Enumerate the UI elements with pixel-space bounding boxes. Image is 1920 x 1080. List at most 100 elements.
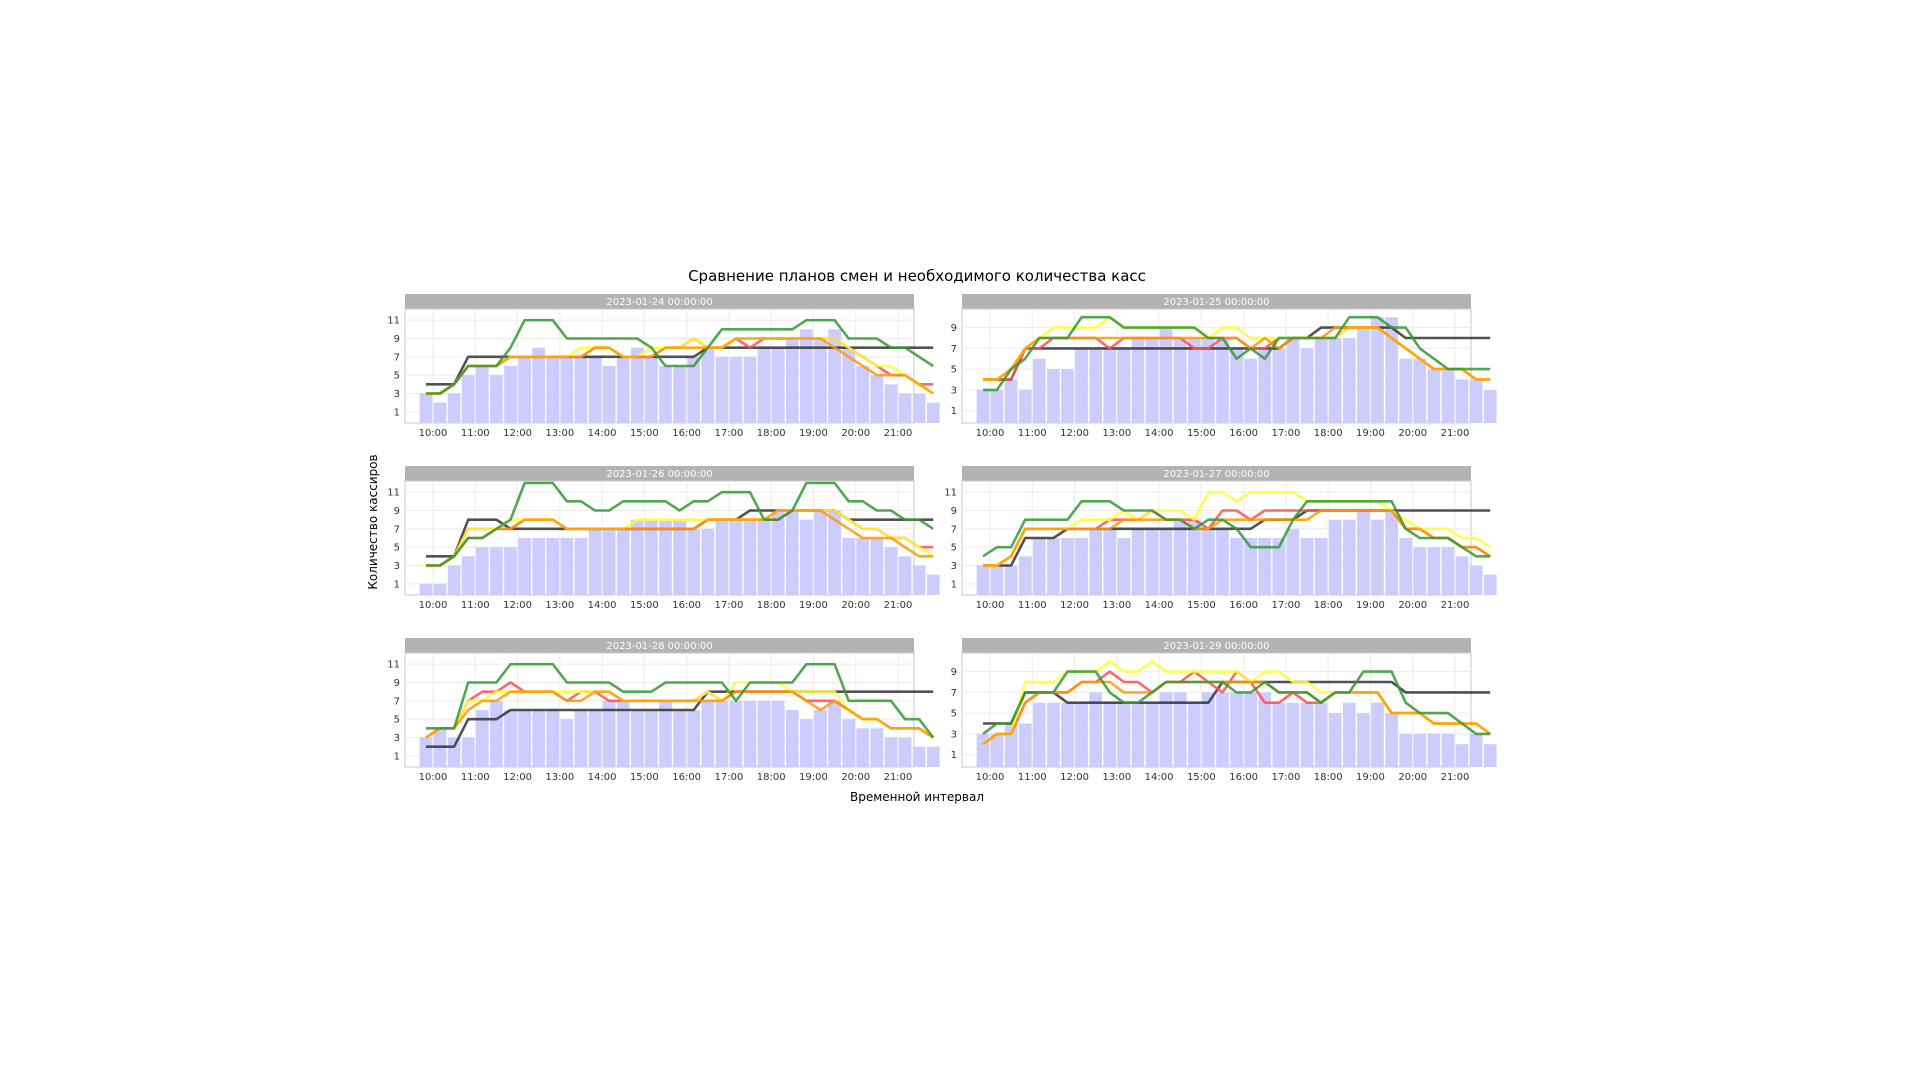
x-tick-label: 10:00: [976, 600, 1005, 611]
demand-bar: [800, 519, 813, 595]
demand-bar: [1061, 538, 1074, 595]
demand-bar: [828, 329, 841, 423]
demand-bar: [1187, 519, 1201, 595]
x-tick-label: 14:00: [1145, 428, 1174, 439]
x-tick-label: 20:00: [841, 772, 870, 783]
demand-bar: [560, 538, 574, 595]
demand-bar: [1145, 702, 1159, 767]
demand-bar: [1385, 317, 1398, 423]
x-tick-label: 21:00: [1441, 772, 1470, 783]
demand-bar: [1413, 733, 1427, 767]
demand-bar: [1230, 692, 1243, 767]
figure-title: Сравнение планов смен и необходимого кол…: [688, 267, 1146, 285]
y-tick-label: 3: [951, 561, 957, 572]
y-tick-label: 1: [394, 407, 400, 418]
demand-bar: [1314, 702, 1328, 767]
x-tick-label: 12:00: [503, 428, 532, 439]
demand-bar: [447, 393, 461, 423]
demand-bar: [990, 565, 1004, 595]
demand-bar: [504, 547, 517, 595]
panel-strip: [962, 294, 1471, 309]
demand-bar: [1300, 538, 1314, 595]
x-tick-label: 15:00: [1187, 600, 1216, 611]
demand-bar: [673, 710, 686, 767]
x-tick-label: 12:00: [503, 600, 532, 611]
demand-bar: [574, 538, 588, 595]
series-line-plan-4: [426, 509, 934, 567]
x-tick-label: 10:00: [419, 600, 448, 611]
series-line-plan-5: [426, 481, 934, 567]
y-tick-label: 11: [387, 488, 400, 499]
demand-bar: [1258, 692, 1272, 767]
demand-bar: [687, 356, 701, 423]
demand-bar: [475, 547, 489, 595]
y-tick-label: 1: [951, 579, 957, 590]
series-line-plan-5: [983, 315, 1491, 392]
y-tick-label: 3: [394, 389, 400, 400]
x-tick-label: 17:00: [1271, 772, 1300, 783]
demand-bar: [785, 338, 799, 423]
x-tick-label: 19:00: [799, 428, 828, 439]
demand-bar: [1342, 702, 1356, 767]
y-tick-label: 3: [951, 385, 957, 396]
y-tick-label: 5: [394, 543, 400, 554]
x-tick-label: 11:00: [1018, 428, 1047, 439]
demand-bar: [1371, 317, 1384, 423]
x-tick-label: 17:00: [714, 772, 743, 783]
x-tick-label: 15:00: [630, 428, 659, 439]
demand-bar: [743, 356, 757, 423]
demand-bar: [771, 700, 785, 767]
demand-bar: [1258, 538, 1272, 595]
demand-bar: [687, 710, 701, 767]
panel-strip: [962, 466, 1471, 481]
demand-bar: [1469, 733, 1483, 767]
y-tick-label: 7: [951, 524, 957, 535]
demand-bar: [1413, 547, 1427, 595]
demand-bar: [1216, 528, 1229, 595]
demand-bar: [743, 700, 757, 767]
y-tick-label: 9: [951, 506, 957, 517]
demand-bar: [1328, 519, 1342, 595]
x-tick-label: 15:00: [630, 772, 659, 783]
x-tick-label: 17:00: [1271, 428, 1300, 439]
x-tick-label: 13:00: [1102, 600, 1131, 611]
demand-bar: [1244, 538, 1258, 595]
demand-bar: [884, 384, 898, 423]
x-tick-label: 16:00: [1229, 428, 1258, 439]
x-tick-label: 19:00: [1356, 772, 1385, 783]
demand-bar: [602, 700, 616, 767]
x-tick-label: 21:00: [1441, 600, 1470, 611]
demand-bar: [771, 510, 785, 595]
y-tick-label: 7: [394, 696, 400, 707]
y-tick-label: 5: [394, 715, 400, 726]
series-line-plan-4: [982, 680, 1491, 746]
demand-bar: [814, 338, 827, 423]
demand-bar: [715, 700, 729, 767]
demand-bar: [870, 728, 884, 767]
facet-panel: 2023-01-28 00:00:00 1 3 5 7 9 11 10:00 11:00 12:0…: [387, 638, 940, 783]
y-tick-label: 9: [394, 506, 400, 517]
series-line-plan-1: [426, 690, 934, 749]
demand-bar: [701, 700, 715, 767]
demand-bar: [757, 519, 771, 595]
demand-bar: [1018, 723, 1032, 767]
demand-bar: [1075, 702, 1088, 767]
demand-bar: [976, 565, 990, 595]
x-tick-label: 21:00: [884, 600, 913, 611]
demand-bar: [1004, 379, 1018, 423]
x-tick-label: 19:00: [799, 600, 828, 611]
demand-bar: [616, 528, 630, 595]
demand-bar: [715, 356, 729, 423]
demand-bar: [546, 710, 560, 767]
demand-bar: [1018, 556, 1032, 595]
demand-bar: [1455, 379, 1469, 423]
demand-bar: [659, 519, 672, 595]
demand-bar: [990, 733, 1004, 767]
panel-title: 2023-01-26 00:00:00: [606, 469, 712, 480]
demand-bar: [673, 366, 686, 423]
series-line-plan-4: [425, 690, 934, 739]
demand-bar: [814, 710, 827, 767]
x-tick-label: 14:00: [1145, 600, 1174, 611]
demand-bar: [828, 700, 841, 767]
demand-bar: [645, 356, 658, 423]
